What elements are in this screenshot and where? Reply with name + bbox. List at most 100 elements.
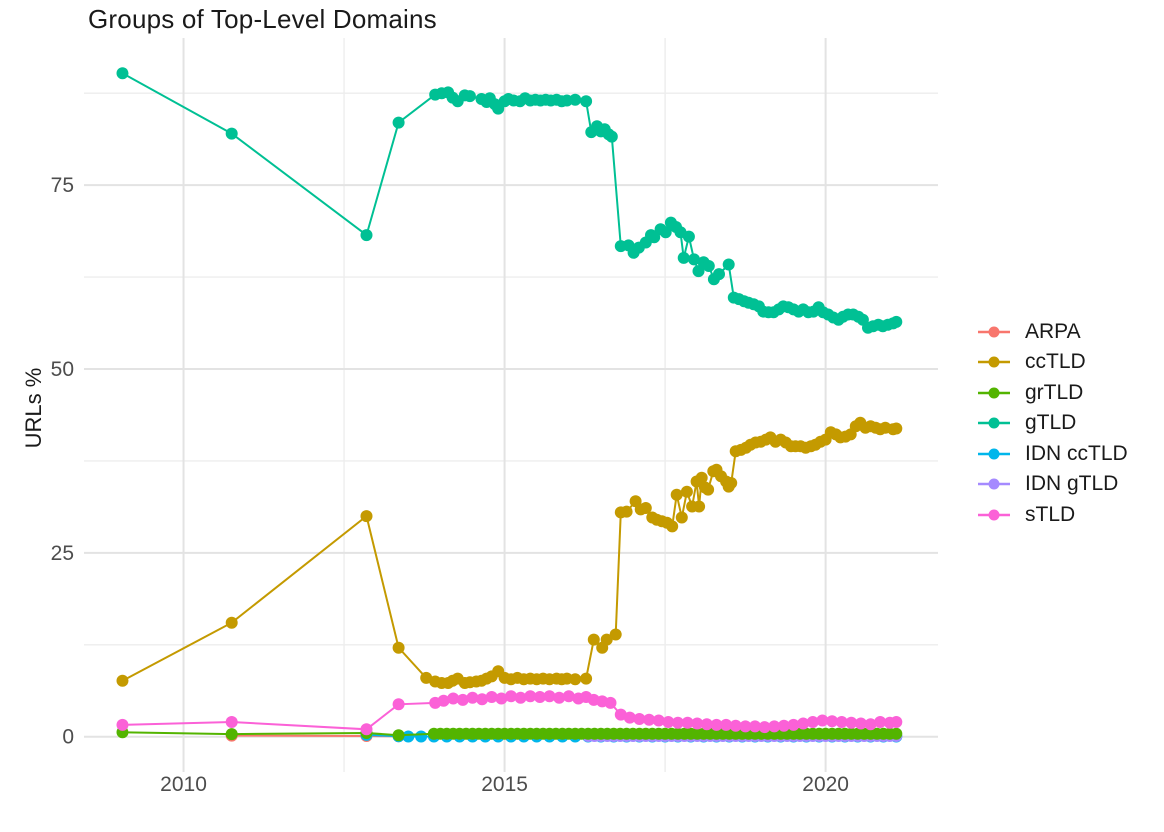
series-stld-point [671,716,684,729]
series-stld-point [623,711,636,724]
legend-item-grtld: grTLD [976,381,1128,404]
series-gtld-point [688,253,700,266]
series-stld-point [835,716,848,728]
series-gtld-point [580,95,593,108]
series-stld-point [495,692,508,705]
legend-key-gtld-icon [978,417,1010,429]
series-stld-point [543,690,556,703]
series-stld-point [797,717,810,730]
series-stld-point [874,716,887,728]
series-stld-point [806,716,819,728]
legend-key-dot [988,417,1000,429]
series-stld-point [768,720,781,733]
series-cctld-point [420,671,433,684]
series-gtld-point [605,130,618,143]
series-cctld-point [725,477,738,489]
series-stld-point [890,716,903,728]
series-gtld-point [360,229,373,242]
series-stld-point [116,718,129,731]
chart-title: Groups of Top-Level Domains [88,4,437,34]
series-grtld-point [890,727,903,740]
legend-label-cctld: ccTLD [1025,350,1086,374]
series-stld-point [533,691,546,703]
y-tick-label: 50 [51,358,74,381]
legend-key-grtld-icon [978,387,1010,399]
legend-key-idn-gtld-icon [978,478,1010,490]
series-gtld-point [682,230,695,243]
legend-item-gtld: gTLD [976,411,1128,435]
series-gtld [116,67,903,334]
y-axis-label: URLs % [21,367,46,449]
series-stld-point [360,723,373,736]
series-stld-point [845,716,858,729]
series-cctld-point [890,422,903,435]
legend-item-idn-gtld: IDN gTLD [976,472,1128,496]
legend-label-stld: sTLD [1025,503,1076,527]
series-cctld-point [600,633,613,646]
legend-key-dot [988,478,1000,490]
series-cctld-point [225,616,238,629]
series-gtld-point [713,268,725,281]
legend-key-dot [988,448,1000,460]
legend-item-stld: sTLD [976,503,1128,527]
series-gtld-point [722,258,735,271]
legend-item-idn-cctld: IDN ccTLD [976,442,1128,465]
series-stld-point [562,690,575,703]
series-stld-point [514,691,527,704]
series-stld-point [816,714,829,727]
series-cctld-point [360,510,373,523]
series-idn-cctld-point [402,730,415,743]
series-gtld-point [116,67,129,80]
y-tick-label: 0 [62,726,74,749]
series-stld-point [466,691,479,704]
legend-label-gtld: gTLD [1025,411,1077,435]
series-stld-point [777,719,790,732]
legend-label-grtld: grTLD [1025,380,1084,404]
series-cctld-point [392,641,405,654]
series-gtld-point [702,260,715,272]
series-gtld-point [569,93,582,106]
series-stld-point [662,716,675,728]
series-stld-point [485,691,498,703]
series-stld-point [691,717,704,730]
series-stld-point [476,693,489,706]
legend-item-arpa: ARPA [976,320,1128,343]
series-cctld-point [666,520,679,533]
series-gtld-point [890,315,903,328]
series-stld-point [456,693,469,706]
legend-key-cctld-icon [978,356,1010,368]
series-gtld-point [225,127,238,140]
x-tick-label: 2015 [481,773,528,796]
series-stld-point [524,690,537,703]
legend-key-arpa-icon [978,326,1010,337]
series-cctld-point [639,502,652,514]
series-stld-point [633,713,646,725]
series-stld-point [864,718,877,731]
legend-key-dot [988,326,1000,337]
series-cctld-point [693,500,706,513]
series-cctld [116,416,903,689]
series-cctld-point [675,511,688,524]
series-cctld-point [620,505,633,518]
series-stld-point [720,718,733,731]
series-cctld-point [587,633,600,646]
series-gtld-point [692,265,705,278]
series-stld [116,690,903,736]
y-tick-label: 25 [51,542,74,565]
x-tick-label: 2010 [160,773,207,796]
series-stld-point [447,692,460,705]
series-stld-point [700,718,713,731]
series-gtld-point [677,251,690,264]
y-tick-label: 75 [51,174,74,197]
series-stld-point [739,720,752,733]
series-stld-point [787,718,800,731]
series-stld-point [392,698,405,711]
legend-key-dot [988,509,1000,521]
series-cctld-point [670,488,683,501]
series-gtld-point [463,90,476,103]
series-cctld-point [702,483,715,496]
series-stld-point [681,716,694,729]
series-cctld-point [695,471,708,484]
